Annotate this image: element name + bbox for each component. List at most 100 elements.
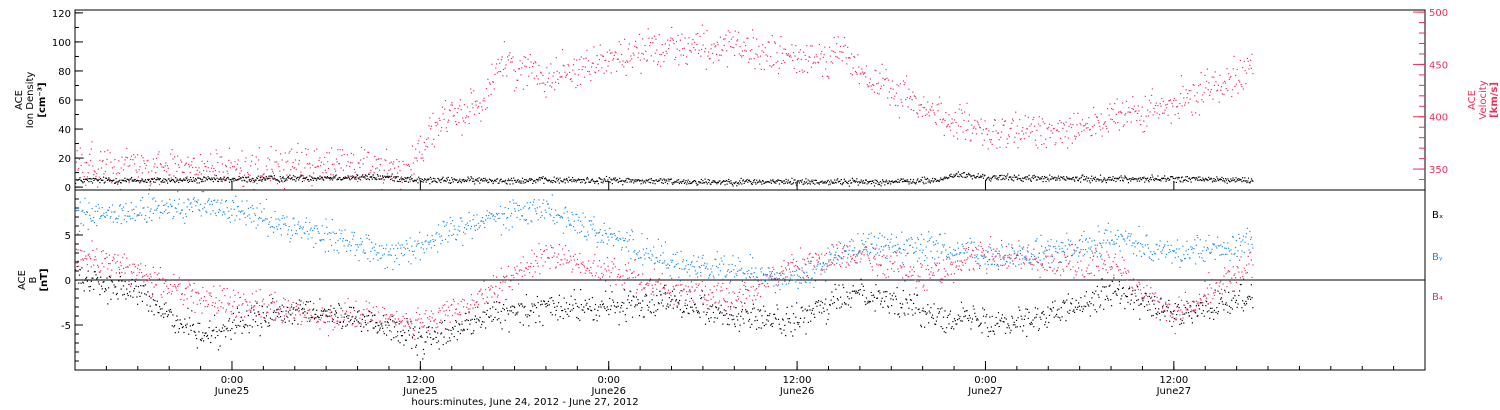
velocity-point bbox=[923, 96, 925, 98]
velocity-point bbox=[1163, 112, 1165, 114]
bz-point bbox=[346, 314, 348, 316]
by-point bbox=[168, 212, 170, 214]
bz-point bbox=[398, 320, 400, 322]
bz-point bbox=[554, 267, 557, 269]
velocity-point bbox=[1245, 83, 1247, 85]
velocity-point bbox=[642, 38, 644, 40]
density-point bbox=[926, 178, 928, 180]
bz-point bbox=[978, 263, 980, 265]
velocity-point bbox=[799, 49, 802, 51]
density-point bbox=[242, 176, 244, 178]
density-point bbox=[854, 181, 856, 183]
bz-point bbox=[770, 272, 773, 274]
density-point bbox=[813, 179, 815, 181]
density-point bbox=[145, 181, 147, 183]
velocity-point bbox=[1126, 121, 1128, 123]
density-point bbox=[1212, 180, 1214, 182]
density-point bbox=[399, 180, 401, 183]
velocity-point bbox=[181, 171, 183, 173]
density-point bbox=[1210, 177, 1212, 179]
velocity-point bbox=[796, 72, 798, 74]
bz-point bbox=[805, 264, 807, 266]
density-point bbox=[963, 172, 965, 174]
velocity-point bbox=[1239, 59, 1241, 61]
bz-point bbox=[174, 284, 176, 286]
bz-point bbox=[729, 282, 731, 284]
bz-point bbox=[537, 265, 539, 267]
velocity-point bbox=[942, 118, 945, 120]
density-point bbox=[1218, 178, 1220, 180]
density-point bbox=[528, 179, 530, 181]
bz-point bbox=[1108, 256, 1110, 258]
density-point bbox=[235, 179, 237, 181]
density-point bbox=[763, 182, 765, 185]
density-point bbox=[921, 176, 923, 178]
bz-point bbox=[327, 335, 330, 337]
bz-point bbox=[136, 274, 138, 276]
bz-point bbox=[917, 275, 919, 277]
bz-point bbox=[786, 276, 788, 278]
bz-point bbox=[882, 272, 884, 275]
density-point bbox=[264, 179, 266, 181]
density-point bbox=[346, 177, 348, 179]
density-point bbox=[906, 181, 908, 183]
velocity-point bbox=[748, 61, 750, 63]
density-point bbox=[1103, 177, 1105, 179]
velocity-point bbox=[574, 73, 576, 75]
density-point bbox=[158, 177, 160, 180]
density-point bbox=[179, 178, 181, 180]
density-point bbox=[457, 181, 459, 184]
velocity-point bbox=[763, 68, 765, 71]
density-point bbox=[1105, 182, 1107, 184]
density-point bbox=[449, 182, 451, 184]
density-point bbox=[282, 176, 284, 178]
velocity-point bbox=[132, 159, 134, 161]
bz-point bbox=[1141, 296, 1143, 298]
by-point bbox=[182, 217, 184, 219]
density-point bbox=[854, 180, 856, 182]
by-point bbox=[92, 220, 94, 222]
bz-point bbox=[1062, 268, 1064, 270]
velocity-point bbox=[730, 38, 732, 40]
density-axis-title-3: [cm⁻³] bbox=[37, 82, 48, 117]
bz-point bbox=[589, 272, 591, 274]
bz-point bbox=[266, 311, 268, 313]
velocity-point bbox=[349, 162, 352, 164]
by-point bbox=[288, 225, 290, 228]
density-point bbox=[360, 176, 362, 178]
bz-point bbox=[954, 261, 956, 263]
density-point bbox=[344, 177, 346, 179]
velocity-point bbox=[414, 157, 416, 159]
density-point bbox=[363, 176, 365, 178]
bz-point bbox=[975, 246, 977, 248]
velocity-point bbox=[1026, 128, 1028, 130]
bz-point bbox=[382, 331, 385, 333]
bz-point bbox=[625, 269, 627, 271]
density-point bbox=[267, 178, 269, 180]
bz-point bbox=[1037, 262, 1040, 264]
velocity-point bbox=[481, 106, 483, 108]
bz-point bbox=[532, 265, 535, 267]
bz-point bbox=[602, 276, 604, 278]
bz-point bbox=[484, 302, 486, 305]
density-point bbox=[479, 182, 481, 184]
bz-point bbox=[125, 266, 127, 268]
bz-point bbox=[1192, 300, 1194, 302]
density-point bbox=[311, 176, 313, 178]
bz-point bbox=[992, 259, 994, 261]
velocity-point bbox=[1217, 84, 1219, 86]
density-point bbox=[163, 178, 165, 180]
velocity-point bbox=[671, 38, 674, 40]
density-point bbox=[380, 178, 382, 180]
velocity-point bbox=[801, 69, 803, 71]
density-point bbox=[798, 180, 800, 182]
density-point bbox=[225, 178, 228, 180]
velocity-point bbox=[479, 102, 481, 104]
bz-point bbox=[430, 310, 432, 312]
bz-point bbox=[633, 271, 635, 273]
density-point bbox=[776, 180, 778, 182]
bz-point bbox=[218, 299, 220, 302]
density-point bbox=[398, 180, 400, 183]
bz-point bbox=[216, 312, 218, 314]
density-point bbox=[1184, 179, 1186, 181]
